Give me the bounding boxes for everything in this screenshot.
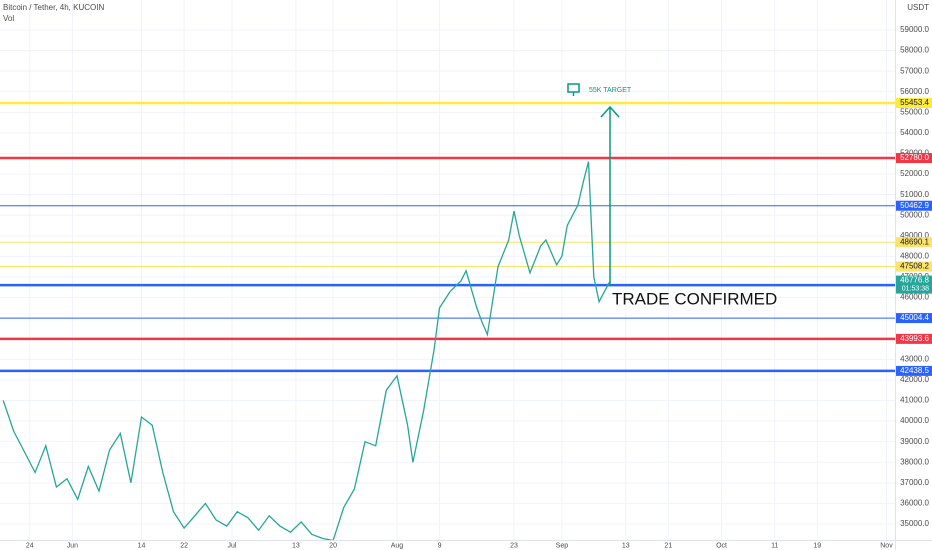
level-tag: [896, 365, 932, 376]
y-tick-label: 56000.0: [900, 87, 929, 96]
last-price-label: 46776.8: [900, 276, 929, 285]
x-tick-label: 11: [771, 542, 778, 549]
target-annotation: 55K TARGET: [567, 83, 632, 285]
y-tick-label: 37000.0: [900, 478, 929, 487]
x-tick-label: 13: [622, 542, 630, 549]
level-label: 52780.0: [900, 153, 929, 162]
x-tick-label: 20: [329, 542, 337, 549]
level-label: 55453.4: [900, 98, 929, 107]
x-tick-label: Nov: [880, 542, 893, 549]
unit-label: USDT: [907, 3, 929, 12]
y-tick-label: 57000.0: [900, 66, 929, 75]
y-tick-label: 41000.0: [900, 396, 929, 405]
y-tick-label: 55000.0: [900, 107, 929, 116]
y-tick-label: 58000.0: [900, 46, 929, 55]
x-tick-label: 19: [813, 542, 821, 549]
x-tick-label: 22: [180, 542, 188, 549]
x-tick-label: 24: [26, 542, 34, 549]
level-label: 48690.1: [900, 237, 929, 246]
x-tick-label: Sep: [556, 542, 569, 549]
plot: [2, 161, 611, 540]
chart-title: Bitcoin / Tether, 4h, KUCOIN: [3, 3, 104, 12]
y-tick-label: 38000.0: [900, 457, 929, 466]
y-tick-label: 59000.0: [900, 25, 929, 34]
level-tag: [896, 98, 932, 109]
x-tick-label: Jun: [67, 542, 78, 549]
y-tick-label: 50000.0: [900, 210, 929, 219]
x-tick-label: 14: [138, 542, 146, 549]
level-label: 45004.4: [900, 313, 929, 322]
level-label: 50462.9: [900, 201, 929, 210]
y-tick-label: 36000.0: [900, 499, 929, 508]
annotation: TRADE CONFIRMED: [612, 289, 777, 308]
y-tick-label: 54000.0: [900, 128, 929, 137]
last-price-tag: [896, 275, 932, 294]
x-tick-label: 21: [664, 542, 672, 549]
x-tick-label: 23: [510, 542, 518, 549]
levels: [0, 101, 895, 373]
axes: 35000.0 36000.0 37000.0 38000.0 39000.0 40000…: [26, 25, 932, 549]
y-tick-label: 43000.0: [900, 354, 929, 363]
y-tick-label: 49000.0: [900, 231, 929, 240]
annotation: 55K TARGET: [589, 87, 632, 94]
y-tick-label: 35000.0: [900, 519, 929, 528]
x-tick-label: 9: [438, 542, 442, 549]
grid: [0, 0, 895, 540]
y-tick-label: 48000.0: [900, 252, 929, 261]
y-tick-label: 46000.0: [900, 293, 929, 302]
volume-label: Vol: [3, 14, 14, 23]
y-tick-label: 39000.0: [900, 437, 929, 446]
level-tag: [896, 313, 932, 324]
level-label: 42438.5: [900, 366, 929, 375]
x-tick-label: 13: [292, 542, 300, 549]
x-tick-label: Jul: [228, 542, 237, 549]
price-line: [2, 161, 611, 540]
y-tick-label: 40000.0: [900, 416, 929, 425]
level-label: 43993.6: [900, 334, 929, 343]
y-tick-label: 52000.0: [900, 169, 929, 178]
x-tick-label: Aug: [391, 542, 404, 549]
arrow-head: [600, 105, 620, 118]
level-label: 47508.2: [900, 262, 929, 271]
level-tag: [896, 153, 932, 164]
y-tick-label: 42000.0: [900, 375, 929, 384]
y-tick-label: 51000.0: [900, 190, 929, 199]
level-tag: [896, 200, 932, 211]
x-tick-label: Oct: [716, 542, 727, 549]
level-tag: [896, 237, 932, 248]
countdown-label: 01:53:38: [902, 285, 929, 292]
level-tag: [896, 261, 932, 272]
level-tag: [896, 333, 932, 344]
